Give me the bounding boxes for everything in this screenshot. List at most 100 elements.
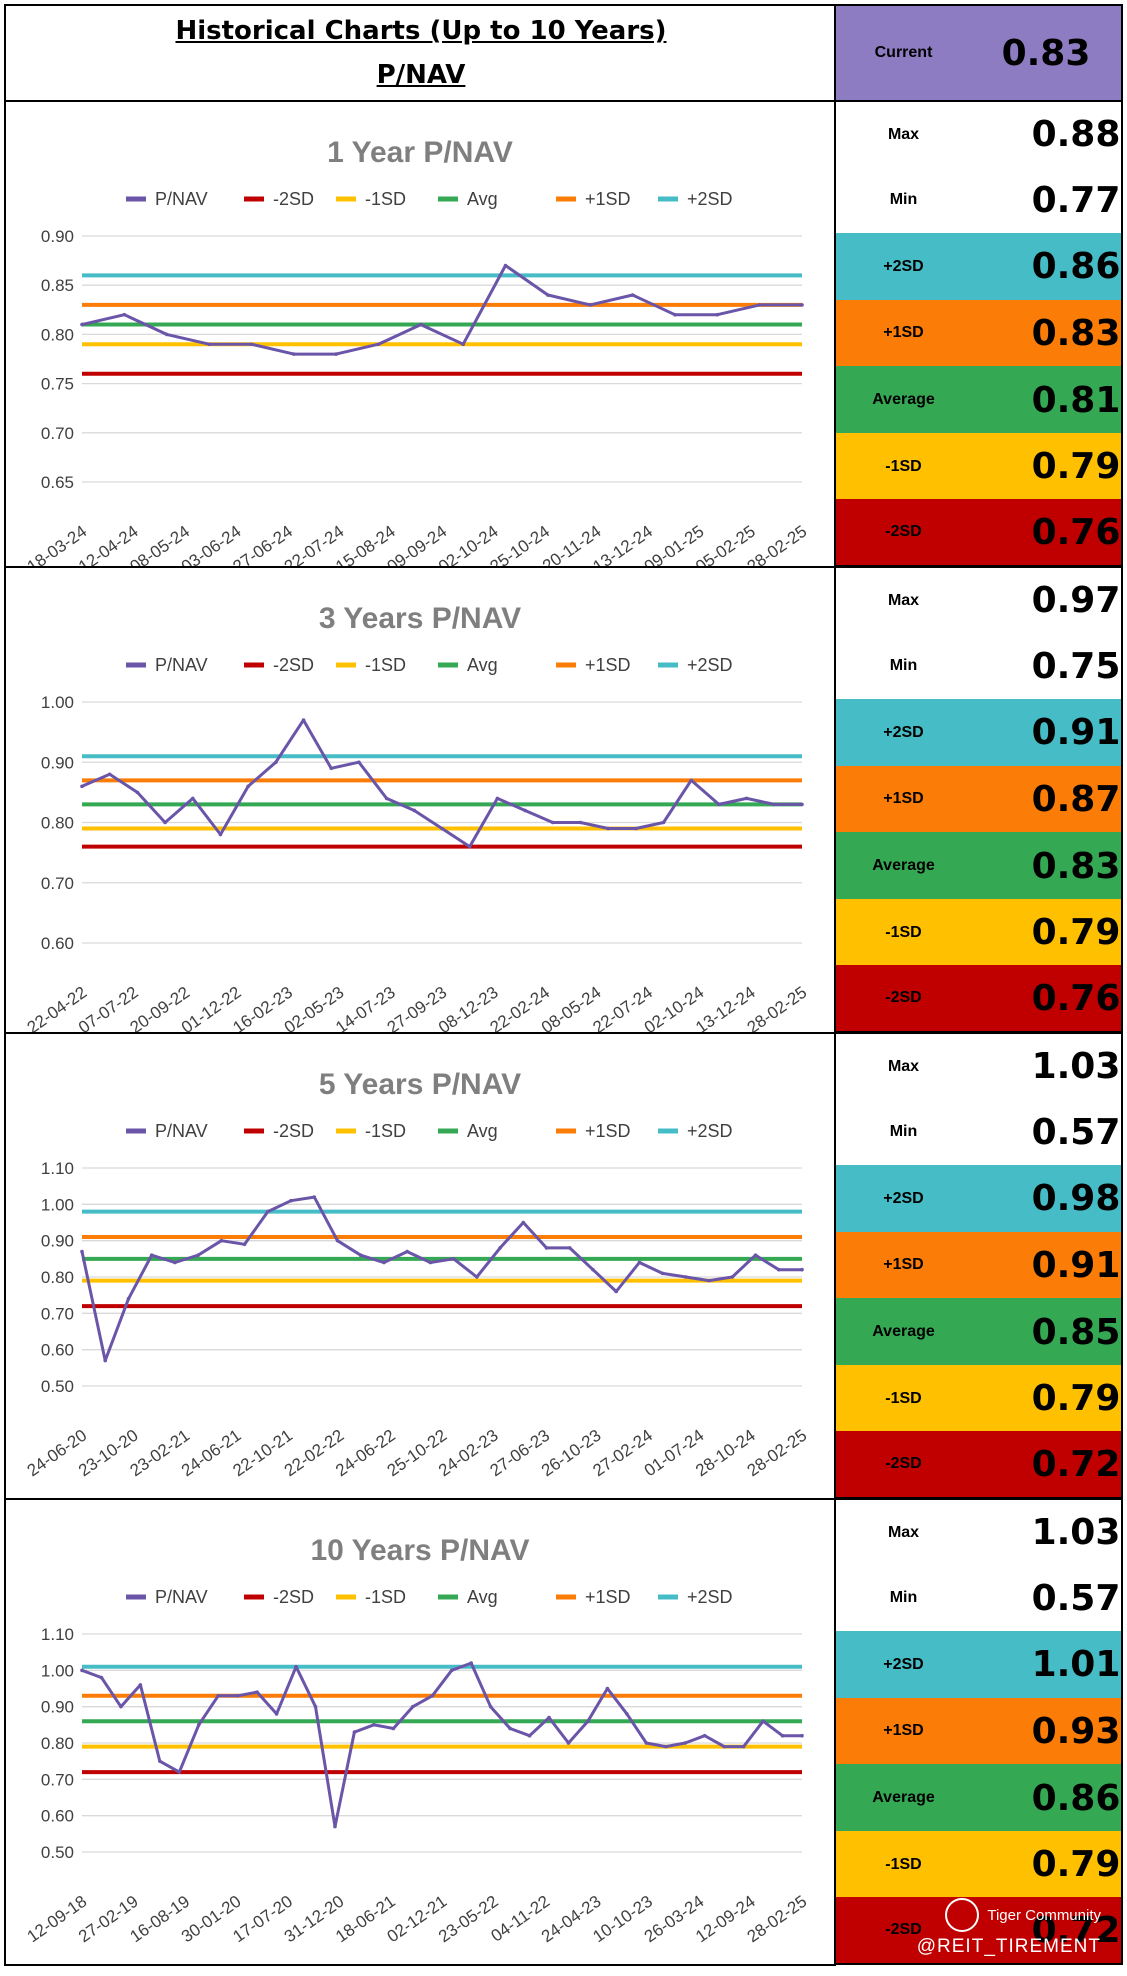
pnav-point [523, 808, 527, 813]
pnav-point [683, 1741, 688, 1745]
chart-panel: 1 Year P/NAV P/NAV -2SD -1SD Avg +1SD +2SD 0.90… [4, 100, 836, 576]
current-value: 0.83 [1001, 32, 1091, 74]
stat-value: 0.98 [1031, 1178, 1121, 1220]
stat-value: 1.03 [1031, 1046, 1121, 1088]
y-tick-label: 0.60 [41, 1807, 74, 1826]
legend-label: -2SD [273, 189, 314, 209]
pnav-point [177, 1770, 182, 1774]
stat-row-average: Average 0.81 [834, 366, 1123, 434]
y-tick-label: 0.70 [41, 1304, 74, 1323]
pnav-point [591, 1267, 595, 1272]
pnav-point [164, 332, 169, 337]
stat-value: 0.76 [1031, 977, 1121, 1019]
stat-label: -1SD [885, 457, 922, 475]
pnav-point [352, 1730, 357, 1734]
stat-row-min: Min 0.75 [834, 632, 1123, 701]
y-tick-label: 0.50 [41, 1843, 74, 1862]
stat-value: 1.03 [1031, 1512, 1121, 1554]
current-label: Current [874, 44, 933, 61]
pnav-point [498, 1246, 502, 1250]
pnav-series-line [81, 264, 802, 356]
pnav-point [661, 820, 666, 825]
legend-label: -2SD [273, 1121, 314, 1141]
stat-label: +2SD [883, 723, 924, 741]
pnav-point [412, 808, 417, 813]
pnav-point [357, 760, 361, 765]
stat-label: Average [872, 391, 935, 409]
pnav-point [246, 784, 250, 789]
pnav-point [428, 1260, 433, 1265]
pnav-point [216, 1693, 221, 1698]
legend-label: +1SD [585, 1587, 631, 1607]
y-tick-label: 0.80 [41, 814, 74, 833]
pnav-point [451, 1257, 456, 1261]
stat-label: Min [889, 1123, 918, 1141]
pnav-point [119, 1704, 123, 1709]
stat-value: 0.93 [1031, 1710, 1121, 1752]
pnav-point [274, 1712, 279, 1716]
pnav-point [800, 802, 804, 807]
stat-label: -2SD [885, 1921, 922, 1939]
watermark-handle: @REIT_TIREMENT [916, 1936, 1101, 1957]
stat-label: -2SD [885, 1455, 922, 1473]
pnav-point [335, 1238, 340, 1243]
pnav-point [625, 1712, 629, 1716]
pnav-point [158, 1759, 162, 1763]
stat-row-2sd: +2SD 0.98 [834, 1165, 1123, 1233]
stat-row-max: Max 1.03 [834, 1498, 1123, 1566]
pnav-point [449, 1668, 454, 1673]
pnav-chart: 10 Years P/NAV P/NAV -2SD -1SD Avg +1SD +2SD 1.… [24, 1534, 811, 1946]
pnav-point [107, 772, 112, 777]
watermark-brand: Tiger Community [987, 1906, 1101, 1924]
x-tick-label: 28-02-25 [744, 983, 811, 1032]
stat-row-1sd: +1SD 0.83 [834, 299, 1123, 368]
pnav-point [800, 303, 804, 307]
stat-value: 0.91 [1031, 712, 1121, 754]
pnav-point [508, 1726, 512, 1731]
stat-row-average: Average 0.85 [834, 1298, 1123, 1366]
stat-label: -2SD [885, 523, 922, 541]
stat-row-1sd: -1SD 0.79 [834, 432, 1123, 501]
y-tick-label: 1.10 [41, 1625, 74, 1644]
legend-label: P/NAV [155, 655, 208, 675]
stat-row-min: Min 0.57 [834, 1564, 1123, 1633]
pnav-chart: 5 Years P/NAV P/NAV -2SD -1SD Avg +1SD +2SD 1.1… [24, 1068, 811, 1480]
pnav-point [196, 1723, 201, 1727]
pnav-point [567, 1246, 572, 1250]
stat-row-average: Average 0.83 [834, 832, 1123, 900]
pnav-point [242, 1242, 247, 1247]
stat-row-2sd: -2SD 0.72 [834, 1897, 1123, 1965]
stat-row-max: Max 0.88 [834, 100, 1123, 168]
stat-label: +2SD [883, 257, 924, 275]
pnav-point [411, 1704, 415, 1709]
pnav-point [606, 826, 610, 831]
pnav-point [196, 1253, 200, 1257]
pnav-point [430, 1693, 435, 1698]
pnav-point [800, 1733, 804, 1738]
y-tick-label: 1.10 [41, 1159, 74, 1178]
pnav-point [707, 1278, 711, 1283]
stat-row-1sd: -1SD 0.79 [834, 1364, 1123, 1433]
legend-label: P/NAV [155, 1587, 208, 1607]
pnav-point [730, 1275, 735, 1279]
pnav-point [249, 342, 254, 347]
y-tick-label: 0.90 [41, 1232, 74, 1251]
stat-value: 0.79 [1031, 446, 1121, 488]
pnav-point [334, 352, 338, 356]
stat-row-2sd: +2SD 1.01 [834, 1631, 1123, 1699]
y-tick-label: 0.80 [41, 1734, 74, 1753]
pnav-point [772, 802, 777, 807]
pnav-point [149, 1253, 154, 1257]
pnav-point [440, 826, 444, 831]
stat-value: 0.83 [1031, 845, 1121, 887]
pnav-point [313, 1704, 318, 1709]
pnav-point [644, 1741, 649, 1745]
stat-value: 0.72 [1031, 1443, 1121, 1485]
y-tick-label: 0.65 [41, 473, 74, 492]
legend-label: -2SD [273, 655, 314, 675]
y-tick-label: 0.70 [41, 424, 74, 443]
pnav-point [715, 312, 720, 317]
pnav-point [495, 796, 500, 801]
pnav-point [521, 1220, 526, 1225]
pnav-point [566, 1741, 571, 1745]
